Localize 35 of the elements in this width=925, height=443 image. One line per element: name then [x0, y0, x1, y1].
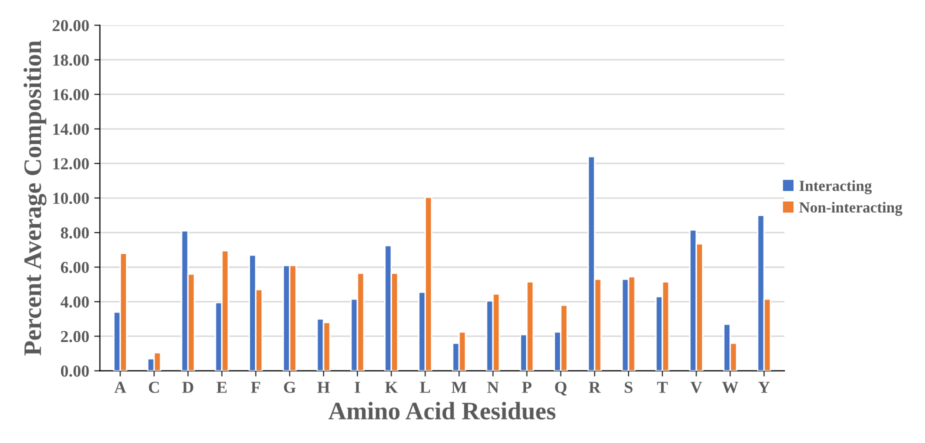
- x-tick-label: G: [284, 382, 296, 393]
- x-tick-label: H: [317, 382, 330, 393]
- y-tick-label: 10.00: [53, 192, 89, 204]
- x-tick-label: S: [624, 382, 632, 393]
- x-tick-label: C: [148, 382, 159, 393]
- y-tick-label: 6.00: [60, 262, 89, 274]
- x-tick-label: M: [452, 382, 466, 393]
- y-tick-label: 0.00: [60, 365, 89, 377]
- legend-label: Interacting: [799, 180, 872, 194]
- y-tick-label: 18.00: [53, 54, 89, 66]
- y-tick-label: 16.00: [53, 89, 89, 100]
- y-tick-label: 2.00: [61, 330, 89, 342]
- y-tick-label: 4.00: [60, 296, 89, 308]
- x-tick-label: R: [588, 382, 601, 393]
- x-tick-label: P: [522, 382, 532, 393]
- x-tick-label: N: [487, 382, 499, 393]
- x-tick-label: Y: [758, 382, 770, 393]
- y-tick-label: 8.00: [60, 227, 89, 239]
- x-axis-title: Amino Acid Residues: [328, 402, 556, 420]
- y-tick-label: 14.00: [53, 124, 89, 135]
- x-tick-label: T: [657, 382, 668, 393]
- x-tick-label: V: [690, 382, 702, 394]
- legend-label: Non-interacting: [799, 202, 902, 216]
- y-tick-label: 20.00: [52, 20, 89, 32]
- y-tick-label: 12.00: [53, 158, 89, 170]
- x-tick-label: E: [216, 382, 227, 393]
- x-tick-label: D: [182, 382, 194, 393]
- x-tick-label: W: [722, 382, 738, 394]
- x-tick-label: I: [354, 382, 360, 393]
- x-tick-label: A: [114, 382, 126, 393]
- x-tick-label: Q: [555, 382, 566, 396]
- y-axis-title: Percent Average Composition: [24, 40, 46, 356]
- x-tick-label: L: [420, 382, 430, 393]
- x-tick-label: K: [385, 382, 398, 393]
- x-tick-label: F: [250, 382, 260, 393]
